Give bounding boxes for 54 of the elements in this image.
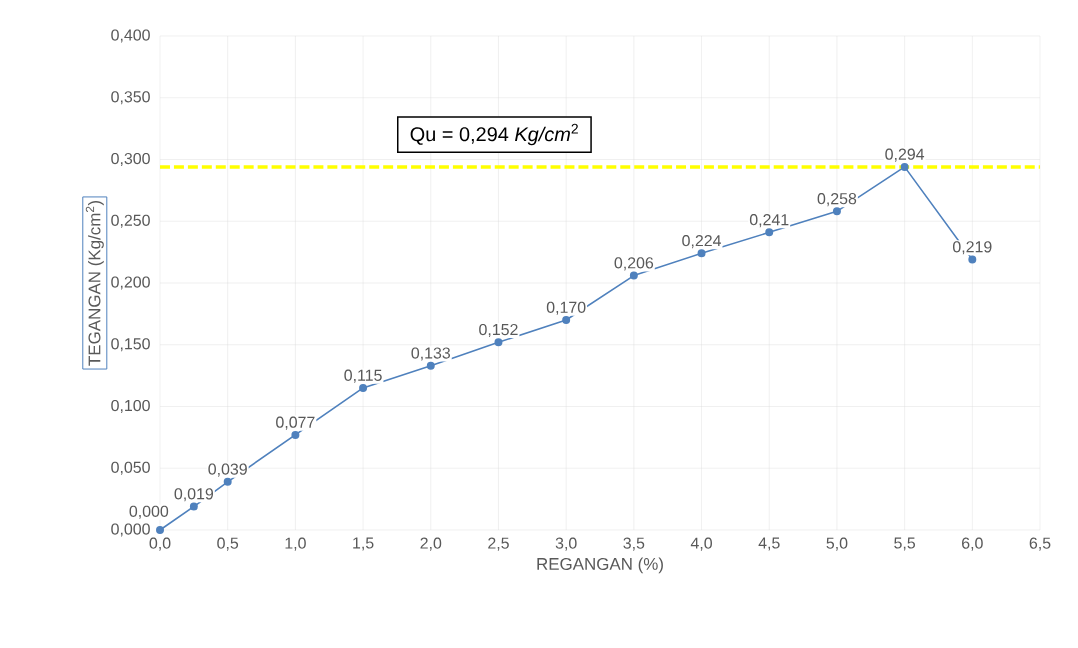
point	[156, 526, 164, 534]
y-axis-title: TEGANGAN (Kg/cm$^{2}$)	[85, 200, 104, 366]
data-label: 0,019	[174, 488, 214, 502]
point	[629, 271, 638, 280]
x-tick-label: 1,0	[285, 537, 306, 551]
x-tick-label: 2,5	[488, 537, 509, 551]
x-tick-label: 5,0	[826, 537, 848, 551]
point	[494, 338, 503, 347]
point	[426, 361, 435, 370]
x-tick-label: 0,0	[149, 537, 171, 551]
data-label: 0,241	[749, 214, 789, 228]
y-tick-label: 0,300	[111, 152, 150, 167]
x-tick-label: 6,0	[962, 537, 983, 551]
data-label: 0,152	[479, 323, 518, 338]
data-label: 0,224	[682, 235, 722, 249]
x-tick-label: 1,5	[353, 537, 374, 551]
data-label: 0,294	[885, 148, 925, 162]
x-tick-label: 0,5	[217, 537, 239, 551]
y-tick-label: 0,150	[111, 338, 150, 352]
data-label: 0,258	[817, 193, 857, 207]
y-tick-label: 0,050	[111, 461, 150, 475]
point	[359, 383, 368, 392]
data-label: 0,219	[953, 241, 992, 255]
x-axis-title: REGANGAN (%)	[537, 557, 663, 574]
x-tick-label: 6,5	[1029, 537, 1051, 551]
data-label: 0,039	[208, 463, 247, 477]
point	[562, 316, 571, 325]
point	[765, 228, 774, 237]
y-tick-label: 0,350	[111, 91, 150, 105]
point	[697, 249, 706, 258]
x-tick-label: 3,0	[555, 537, 577, 551]
y-tick-label: 0,400	[111, 29, 150, 43]
point	[968, 255, 977, 264]
point	[832, 207, 841, 216]
y-tick-label: 0,100	[111, 399, 150, 414]
x-tick-label: 3,5	[623, 537, 645, 551]
data-label: 0,170	[546, 301, 586, 315]
x-tick-label: 5,5	[894, 537, 916, 551]
data-label: 0,077	[276, 416, 315, 430]
point	[189, 502, 198, 511]
data-label: 0,115	[344, 369, 382, 383]
x-tick-label: 4,0	[690, 537, 712, 551]
point	[900, 162, 909, 171]
y-tick-label: 0,200	[111, 276, 150, 290]
data-label: 0,000	[129, 505, 169, 519]
data-label: 0,206	[614, 257, 654, 271]
y-tick-label: 0,250	[111, 214, 150, 228]
x-tick-label: 2,0	[420, 537, 442, 551]
y-tick-label: 0,000	[111, 523, 150, 537]
ref-line-label: Qu = 0,294 Kg/cm$^{2}$	[410, 123, 578, 146]
data-label: 0,133	[411, 347, 451, 361]
point	[223, 477, 232, 486]
point	[291, 430, 300, 439]
x-tick-label: 4,5	[758, 537, 780, 551]
